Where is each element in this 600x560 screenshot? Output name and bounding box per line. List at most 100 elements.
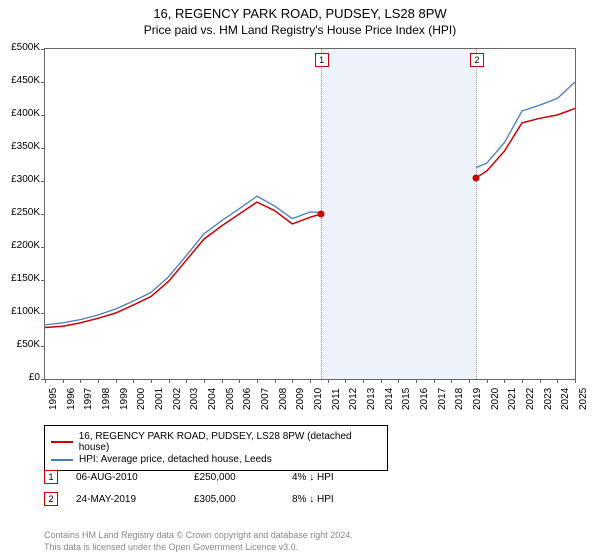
y-tick-label: £50K bbox=[2, 339, 40, 350]
y-tick-mark bbox=[41, 214, 45, 215]
x-tick-mark bbox=[239, 379, 240, 383]
sale-price: £250,000 bbox=[194, 472, 274, 483]
y-tick-mark bbox=[41, 49, 45, 50]
x-tick-label: 2005 bbox=[225, 388, 236, 410]
x-tick-mark bbox=[398, 379, 399, 383]
x-tick-label: 1995 bbox=[48, 388, 59, 410]
y-tick-label: £300K bbox=[2, 174, 40, 185]
x-tick-label: 2024 bbox=[560, 388, 571, 410]
chart-container: 16, REGENCY PARK ROAD, PUDSEY, LS28 8PW … bbox=[0, 0, 600, 560]
y-tick-mark bbox=[41, 82, 45, 83]
y-tick-label: £450K bbox=[2, 75, 40, 86]
x-tick-mark bbox=[469, 379, 470, 383]
y-tick-label: £500K bbox=[2, 42, 40, 53]
x-tick-mark bbox=[575, 379, 576, 383]
x-tick-label: 2009 bbox=[295, 388, 306, 410]
x-tick-mark bbox=[381, 379, 382, 383]
x-tick-mark bbox=[292, 379, 293, 383]
x-tick-mark bbox=[451, 379, 452, 383]
x-tick-label: 2004 bbox=[207, 388, 218, 410]
x-tick-mark bbox=[116, 379, 117, 383]
x-tick-mark bbox=[540, 379, 541, 383]
sale-date: 06-AUG-2010 bbox=[76, 472, 176, 483]
x-tick-label: 2006 bbox=[242, 388, 253, 410]
x-tick-label: 2012 bbox=[348, 388, 359, 410]
y-tick-mark bbox=[41, 280, 45, 281]
legend-swatch bbox=[51, 459, 73, 461]
sale-point-dot bbox=[317, 211, 324, 218]
y-tick-mark bbox=[41, 181, 45, 182]
y-tick-label: £250K bbox=[2, 207, 40, 218]
x-tick-label: 2013 bbox=[366, 388, 377, 410]
sale-row-marker: 1 bbox=[44, 470, 58, 484]
sale-row: 2 24-MAY-2019 £305,000 8% ↓ HPI bbox=[44, 492, 334, 506]
legend-label: 16, REGENCY PARK ROAD, PUDSEY, LS28 8PW … bbox=[79, 431, 381, 453]
sale-row-marker: 2 bbox=[44, 492, 58, 506]
x-tick-label: 2015 bbox=[401, 388, 412, 410]
x-tick-mark bbox=[328, 379, 329, 383]
x-tick-label: 2022 bbox=[525, 388, 536, 410]
x-tick-mark bbox=[434, 379, 435, 383]
x-tick-label: 2016 bbox=[419, 388, 430, 410]
y-tick-mark bbox=[41, 313, 45, 314]
shaded-ownership-band bbox=[321, 49, 476, 379]
x-tick-label: 2025 bbox=[578, 388, 589, 410]
x-tick-label: 1996 bbox=[66, 388, 77, 410]
legend-label: HPI: Average price, detached house, Leed… bbox=[79, 454, 272, 465]
x-tick-mark bbox=[363, 379, 364, 383]
x-tick-mark bbox=[345, 379, 346, 383]
x-tick-label: 2014 bbox=[384, 388, 395, 410]
x-tick-label: 2018 bbox=[454, 388, 465, 410]
x-tick-mark bbox=[222, 379, 223, 383]
x-tick-mark bbox=[504, 379, 505, 383]
sale-price: £305,000 bbox=[194, 494, 274, 505]
x-tick-label: 2021 bbox=[507, 388, 518, 410]
x-tick-mark bbox=[133, 379, 134, 383]
x-tick-label: 1997 bbox=[83, 388, 94, 410]
x-tick-mark bbox=[80, 379, 81, 383]
chart-title: 16, REGENCY PARK ROAD, PUDSEY, LS28 8PW bbox=[0, 0, 600, 21]
y-tick-mark bbox=[41, 148, 45, 149]
series-hpi bbox=[45, 82, 575, 325]
x-tick-mark bbox=[98, 379, 99, 383]
x-tick-mark bbox=[45, 379, 46, 383]
x-tick-mark bbox=[487, 379, 488, 383]
chart-subtitle: Price paid vs. HM Land Registry's House … bbox=[0, 21, 600, 37]
x-tick-label: 2002 bbox=[172, 388, 183, 410]
legend-item: HPI: Average price, detached house, Leed… bbox=[51, 454, 381, 465]
x-tick-label: 1998 bbox=[101, 388, 112, 410]
sale-row: 1 06-AUG-2010 £250,000 4% ↓ HPI bbox=[44, 470, 334, 484]
line-series-svg bbox=[45, 49, 575, 379]
x-tick-mark bbox=[186, 379, 187, 383]
y-tick-label: £200K bbox=[2, 240, 40, 251]
x-tick-mark bbox=[310, 379, 311, 383]
sale-guideline bbox=[476, 49, 477, 379]
x-tick-label: 2023 bbox=[543, 388, 554, 410]
x-tick-mark bbox=[169, 379, 170, 383]
sale-marker-1: 1 bbox=[315, 53, 329, 67]
x-tick-label: 2011 bbox=[331, 388, 342, 410]
x-tick-label: 2008 bbox=[278, 388, 289, 410]
y-tick-label: £150K bbox=[2, 273, 40, 284]
sale-hpi-delta: 8% ↓ HPI bbox=[292, 494, 334, 505]
x-tick-label: 2017 bbox=[437, 388, 448, 410]
sale-date: 24-MAY-2019 bbox=[76, 494, 176, 505]
x-tick-label: 2007 bbox=[260, 388, 271, 410]
series-property bbox=[45, 108, 575, 327]
y-tick-mark bbox=[41, 115, 45, 116]
x-tick-label: 2003 bbox=[189, 388, 200, 410]
sale-hpi-delta: 4% ↓ HPI bbox=[292, 472, 334, 483]
y-tick-mark bbox=[41, 247, 45, 248]
sale-point-dot bbox=[473, 174, 480, 181]
footer-licence: This data is licensed under the Open Gov… bbox=[44, 542, 298, 552]
x-tick-mark bbox=[151, 379, 152, 383]
x-tick-mark bbox=[416, 379, 417, 383]
plot-area: 12 bbox=[44, 48, 576, 380]
x-tick-mark bbox=[63, 379, 64, 383]
x-tick-label: 2019 bbox=[472, 388, 483, 410]
x-tick-mark bbox=[557, 379, 558, 383]
x-tick-label: 2000 bbox=[136, 388, 147, 410]
sale-marker-2: 2 bbox=[470, 53, 484, 67]
x-tick-mark bbox=[257, 379, 258, 383]
x-tick-mark bbox=[204, 379, 205, 383]
